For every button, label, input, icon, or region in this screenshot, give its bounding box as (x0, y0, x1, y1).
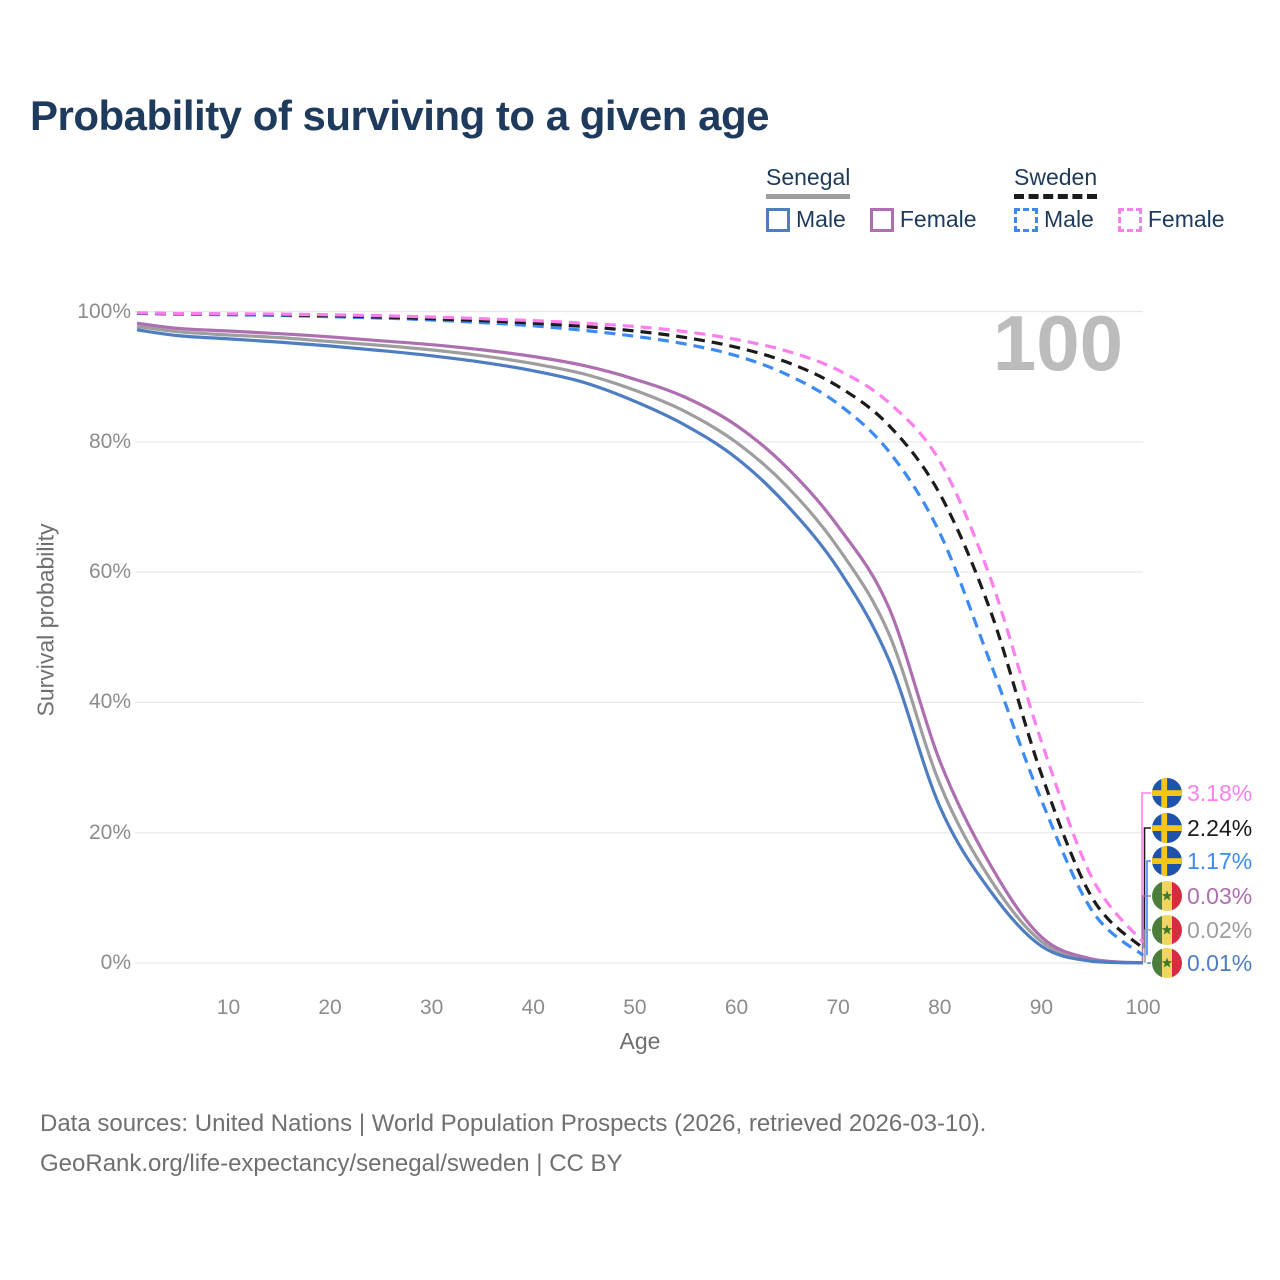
legend-item-sweden-male[interactable]: Male (1014, 206, 1094, 233)
data-sources-text: Data sources: United Nations | World Pop… (40, 1110, 987, 1137)
legend-country-sweden[interactable]: Sweden (1014, 164, 1098, 199)
y-tick-label: 0% (100, 951, 131, 974)
y-tick-label: 40% (88, 690, 131, 714)
legend-item-label: Female (899, 206, 977, 232)
legend-item-senegal-female[interactable]: Female (869, 206, 977, 233)
end-label-value: 0.02% (1187, 916, 1253, 943)
x-tick-label: 10 (216, 996, 241, 1019)
end-label-sweden-male: 1.17% (1152, 846, 1252, 876)
x-tick-label: 60 (724, 996, 749, 1019)
senegal-line-swatch (766, 194, 851, 199)
end-label-value: 3.18% (1187, 779, 1253, 806)
x-tick-label: 20 (318, 996, 342, 1019)
x-tick-label: 70 (826, 996, 850, 1019)
legend-item-sweden-female[interactable]: Female (1117, 206, 1225, 233)
legend-country-senegal[interactable]: Senegal (766, 164, 851, 199)
end-label-senegal-female: 0.03% (1152, 881, 1252, 911)
senegal-flag-icon (1152, 881, 1182, 911)
y-tick-label: 60% (88, 560, 131, 584)
legend-country-sweden-label: Sweden (1014, 164, 1098, 190)
y-tick-label: 80% (88, 429, 131, 453)
senegal-male-swatch (766, 207, 790, 232)
legend-group-sweden: Sweden Male Female (1014, 164, 1225, 233)
series-line-senegal-both[interactable] (136, 324, 1144, 965)
legend-country-senegal-label: Senegal (766, 164, 851, 190)
sweden-male-swatch (1014, 207, 1038, 232)
page-title: Probability of surviving to a given age (30, 92, 769, 139)
legend-group-senegal: Senegal Male Female (766, 164, 977, 233)
end-label-sweden-both: 2.24% (1152, 813, 1252, 843)
end-label-connector (1146, 860, 1151, 956)
end-label-senegal-male: 0.01% (1152, 948, 1252, 978)
series-line-senegal-male[interactable] (136, 328, 1144, 965)
sweden-flag-icon (1152, 778, 1182, 808)
source-url-text: GeoRank.org/life-expectancy/senegal/swed… (40, 1150, 623, 1177)
series-line-senegal-female[interactable] (136, 321, 1144, 965)
sweden-flag-icon (1152, 846, 1182, 876)
x-axis-title: Age (619, 1028, 661, 1054)
end-label-value: 0.01% (1187, 949, 1253, 976)
x-tick-label: 90 (1029, 996, 1054, 1019)
series-line-sweden-female[interactable] (136, 311, 1145, 944)
legend-item-label: Male (796, 206, 846, 232)
senegal-flag-icon (1152, 915, 1182, 945)
sweden-line-swatch (1014, 194, 1098, 199)
end-label-connector (1141, 792, 1151, 943)
y-tick-label: 100% (77, 299, 131, 323)
y-axis-title: Survival probability (32, 523, 59, 717)
end-label-connector (1144, 929, 1151, 963)
x-tick-label: 100 (1125, 996, 1161, 1019)
x-tick-label: 80 (928, 996, 952, 1019)
sweden-female-swatch (1117, 207, 1142, 232)
legend-item-label: Female (1147, 206, 1225, 232)
series-line-sweden-male[interactable] (136, 311, 1145, 957)
sweden-flag-icon (1152, 813, 1182, 843)
series-line-sweden-both[interactable] (136, 311, 1145, 950)
end-label-connector (1143, 827, 1151, 949)
x-tick-label: 30 (419, 996, 444, 1019)
x-tick-label: 40 (521, 996, 545, 1019)
x-tick-label: 50 (623, 996, 647, 1019)
end-label-sweden-female: 3.18% (1152, 778, 1252, 808)
end-label-value: 0.03% (1187, 882, 1253, 909)
end-label-value: 2.24% (1187, 814, 1253, 841)
senegal-flag-icon (1152, 948, 1182, 978)
senegal-female-swatch (869, 207, 894, 232)
legend-item-label: Male (1044, 206, 1094, 232)
age-watermark: 100 (992, 299, 1123, 387)
y-tick-label: 20% (88, 820, 131, 844)
end-label-value: 1.17% (1187, 847, 1253, 874)
legend-item-senegal-male[interactable]: Male (766, 206, 846, 233)
end-label-senegal-both: 0.02% (1152, 915, 1252, 945)
